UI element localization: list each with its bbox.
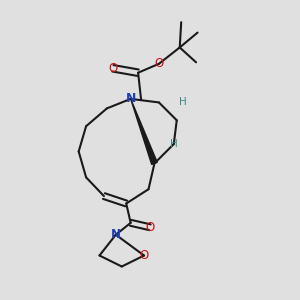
Text: N: N (111, 228, 121, 241)
Text: N: N (125, 92, 136, 105)
Text: O: O (140, 249, 149, 262)
Text: O: O (146, 221, 154, 234)
Text: O: O (108, 62, 118, 75)
Polygon shape (131, 99, 157, 164)
Text: H: H (179, 98, 187, 107)
Text: O: O (154, 57, 164, 70)
Text: H: H (170, 139, 178, 149)
